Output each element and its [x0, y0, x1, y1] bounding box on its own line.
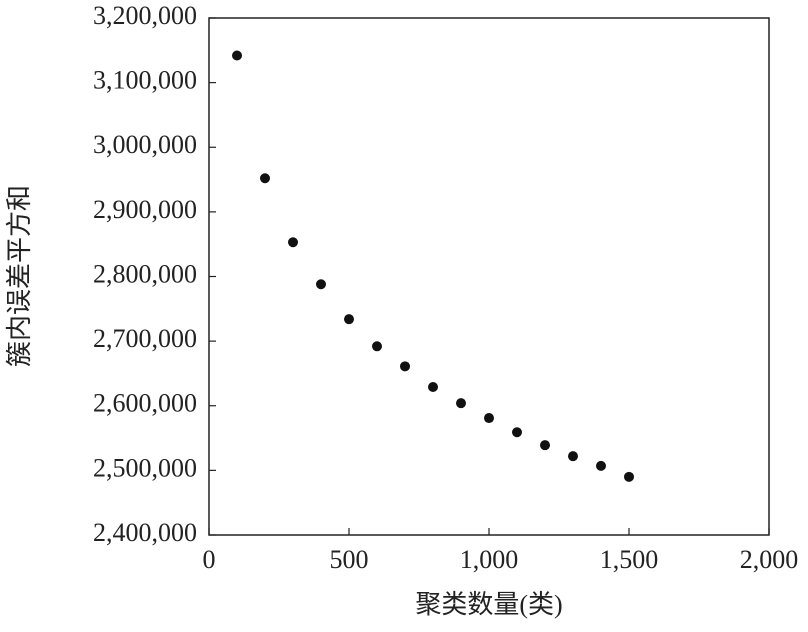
x-tick-label: 1,500	[600, 545, 659, 574]
point	[316, 279, 326, 290]
point	[372, 341, 382, 352]
y-tick-label: 2,400,000	[93, 518, 197, 547]
y-tick-label: 2,700,000	[93, 324, 197, 353]
point	[428, 382, 438, 393]
x-tick-label: 500	[330, 545, 369, 574]
x-tick-label: 2,000	[740, 545, 799, 574]
y-tick-label: 2,500,000	[93, 453, 197, 482]
point	[540, 440, 550, 451]
y-tick-label: 3,100,000	[93, 66, 197, 95]
y-tick-label: 3,200,000	[93, 1, 197, 30]
x-tick-label: 0	[203, 545, 216, 574]
point	[512, 427, 522, 438]
y-axis-label: 簇内误差平方和	[5, 185, 34, 367]
point	[400, 361, 410, 372]
point	[624, 471, 634, 482]
point	[568, 451, 578, 462]
point	[344, 314, 354, 325]
y-tick-label: 2,600,000	[93, 389, 197, 418]
point	[260, 173, 270, 184]
x-axis-label: 聚类数量(类)	[415, 590, 562, 619]
x-tick-label: 1,000	[460, 545, 519, 574]
point	[456, 398, 466, 409]
y-tick-label: 2,800,000	[93, 259, 197, 288]
point	[596, 460, 606, 471]
y-tick-label: 3,000,000	[93, 130, 197, 159]
plot-frame	[208, 17, 770, 536]
y-tick-label: 2,900,000	[93, 195, 197, 224]
point	[232, 50, 242, 61]
point	[484, 413, 494, 424]
point	[288, 237, 298, 248]
